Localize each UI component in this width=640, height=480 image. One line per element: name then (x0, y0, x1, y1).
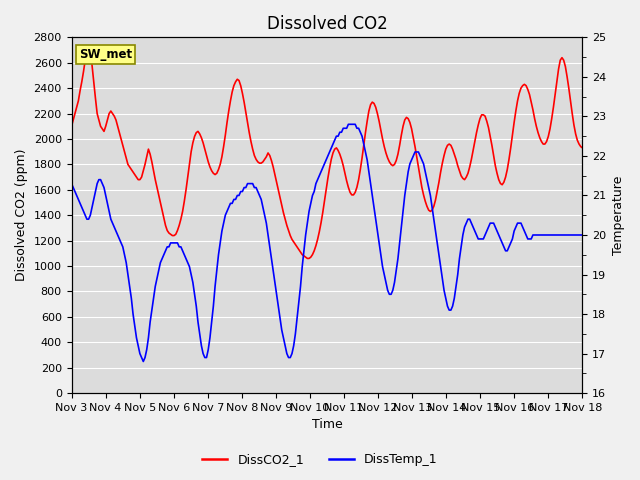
Text: SW_met: SW_met (79, 48, 132, 61)
Y-axis label: Dissolved CO2 (ppm): Dissolved CO2 (ppm) (15, 149, 28, 281)
Title: Dissolved CO2: Dissolved CO2 (267, 15, 387, 33)
X-axis label: Time: Time (312, 419, 342, 432)
Y-axis label: Temperature: Temperature (612, 176, 625, 255)
Legend: DissCO2_1, DissTemp_1: DissCO2_1, DissTemp_1 (197, 448, 443, 471)
